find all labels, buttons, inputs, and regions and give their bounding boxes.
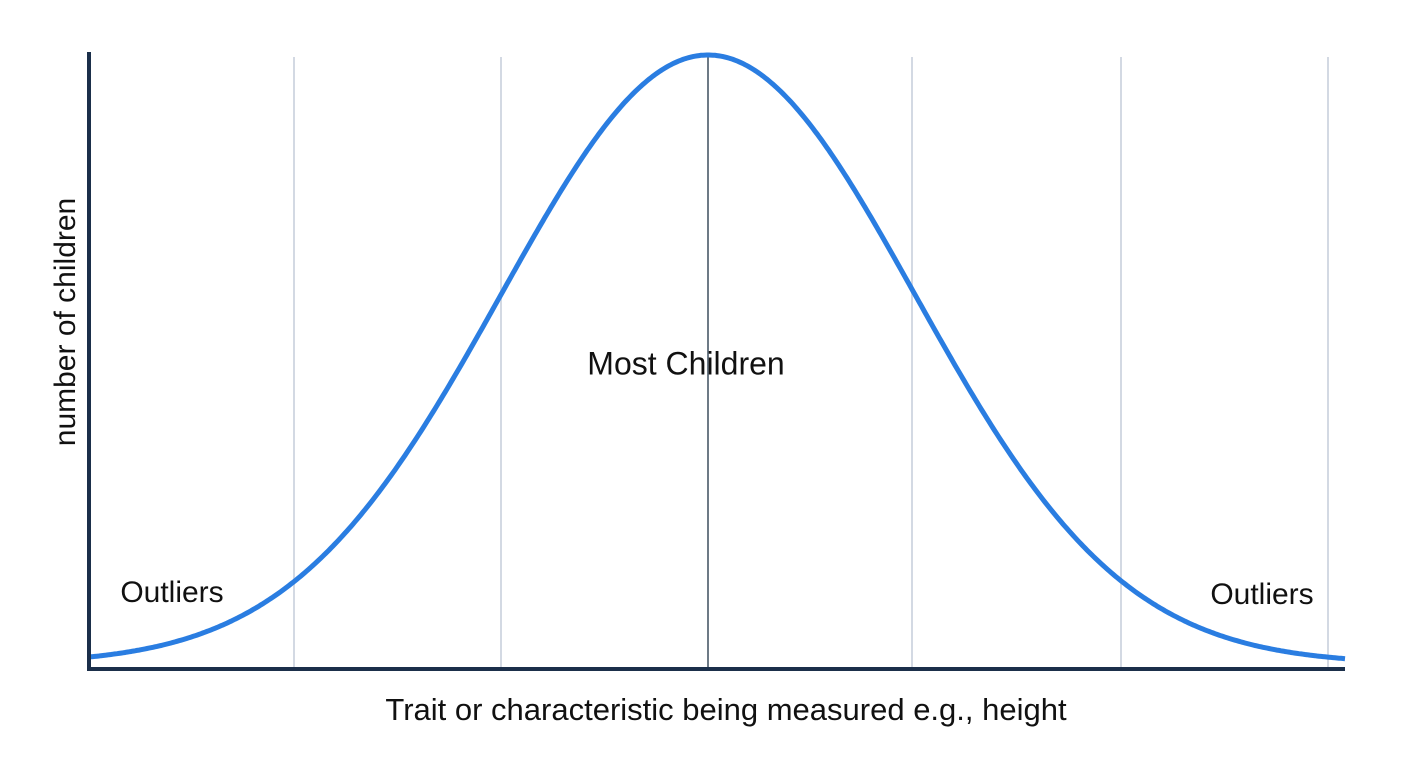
y-axis-label: number of children [49,198,82,446]
bell-curve [88,52,1346,662]
annotation: Outliers [1210,578,1313,611]
annotation: Most Children [587,345,784,381]
x-axis-label: Trait or characteristic being measured e… [385,692,1067,727]
annotation: Outliers [120,576,223,609]
